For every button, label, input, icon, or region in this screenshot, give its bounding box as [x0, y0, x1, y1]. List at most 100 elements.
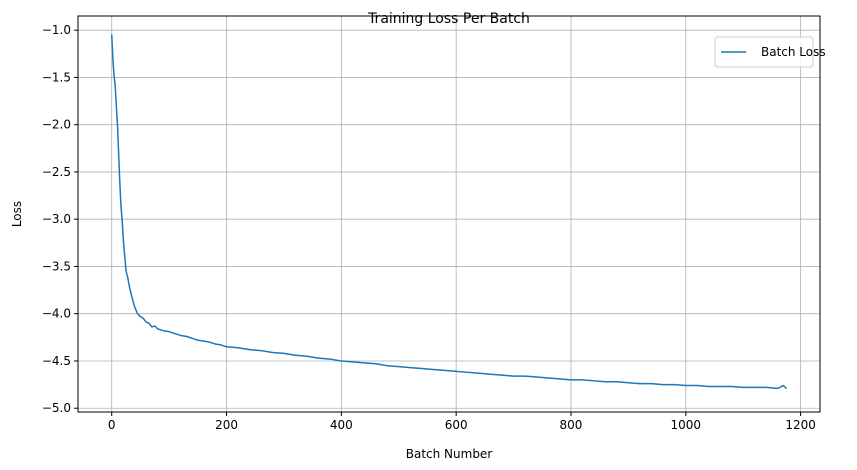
x-tick-label: 800: [560, 418, 583, 432]
data-point: [168, 331, 170, 333]
data-point: [248, 349, 251, 351]
data-point: [118, 152, 120, 154]
data-point: [696, 384, 698, 387]
data-point: [547, 377, 549, 379]
data-point: [112, 57, 114, 60]
data-point: [148, 322, 150, 324]
series-layer: [110, 34, 787, 390]
data-point: [237, 347, 239, 349]
data-point: [113, 74, 115, 77]
data-point: [111, 34, 113, 36]
data-point: [478, 372, 480, 374]
x-axis-label: Batch Number: [406, 447, 493, 461]
data-point: [409, 366, 411, 369]
data-point: [375, 363, 377, 365]
data-point: [154, 325, 156, 327]
data-point: [145, 321, 147, 323]
data-point: [455, 370, 457, 372]
data-point: [742, 386, 744, 389]
data-point: [421, 367, 423, 370]
data-point: [467, 371, 469, 373]
data-point: [131, 296, 133, 298]
y-tick-label: −1.5: [42, 70, 71, 84]
y-tick-label: −1.0: [42, 23, 71, 37]
x-tick-label: 0: [108, 418, 116, 432]
data-point: [260, 349, 262, 352]
data-point: [501, 374, 503, 376]
data-point: [197, 339, 199, 341]
data-point: [777, 387, 779, 389]
data-point: [535, 376, 538, 378]
data-point: [127, 277, 129, 279]
data-point: [650, 383, 652, 385]
data-point: [220, 344, 222, 346]
y-tick-label: −4.0: [42, 307, 71, 321]
data-point: [765, 386, 767, 389]
data-point: [444, 369, 446, 372]
data-point: [115, 105, 117, 107]
data-point: [174, 332, 176, 335]
data-point: [191, 337, 193, 339]
y-tick-label: −2.5: [42, 165, 71, 179]
data-point: [283, 352, 285, 354]
y-tick-label: −4.5: [42, 354, 71, 368]
data-point: [604, 381, 607, 383]
data-point: [639, 383, 641, 385]
chart-title: Training Loss Per Batch: [367, 11, 530, 27]
data-point: [306, 355, 308, 357]
data-point: [512, 375, 515, 377]
y-axis-ticks: −5.0 −4.5 −4.0 −3.5 −3.0 −2.5 −2.0 −1.5 −1.0: [42, 23, 78, 415]
axes-frame: [77, 15, 821, 413]
y-tick-label: −3.0: [42, 212, 71, 226]
data-point: [581, 379, 584, 381]
data-point: [114, 84, 116, 86]
data-point: [136, 313, 139, 315]
data-point: [125, 270, 127, 272]
data-point: [122, 237, 124, 239]
data-point: [120, 204, 122, 206]
data-point: [116, 124, 119, 126]
y-tick-label: −5.0: [42, 401, 71, 415]
data-point: [208, 341, 210, 343]
data-point: [432, 368, 434, 371]
data-point: [185, 335, 187, 337]
data-point: [271, 351, 274, 354]
x-tick-label: 600: [445, 418, 468, 432]
data-point: [662, 383, 664, 386]
data-point: [524, 375, 526, 377]
legend: Batch Loss: [714, 36, 826, 68]
y-axis-label: Loss: [10, 201, 24, 227]
data-point: [151, 326, 153, 328]
data-point: [202, 340, 205, 342]
data-point: [329, 358, 331, 360]
x-tick-label: 1200: [785, 418, 816, 432]
data-point: [134, 306, 136, 308]
data-point: [180, 334, 182, 337]
data-point: [386, 365, 388, 367]
data-point: [142, 317, 144, 320]
data-point: [119, 180, 121, 182]
data-point: [708, 385, 710, 388]
data-point: [352, 361, 354, 363]
x-tick-label: 1000: [671, 418, 702, 432]
y-tick-label: −2.0: [42, 118, 71, 132]
data-point: [123, 251, 125, 253]
data-point: [673, 383, 675, 386]
data-point: [558, 378, 561, 380]
data-point: [294, 354, 297, 356]
data-point: [616, 381, 618, 383]
data-point: [214, 343, 216, 345]
data-point: [490, 373, 492, 375]
data-point: [731, 385, 733, 388]
data-point: [685, 384, 687, 387]
data-point: [128, 286, 131, 288]
x-axis-ticks: 0 200 400 600 800 1000 1200: [108, 412, 816, 432]
data-point: [139, 315, 142, 318]
legend-label-batch-loss: Batch Loss: [761, 45, 826, 59]
data-point: [363, 362, 365, 364]
data-point: [593, 380, 595, 382]
x-tick-label: 200: [215, 418, 238, 432]
x-tick-label: 400: [330, 418, 353, 432]
